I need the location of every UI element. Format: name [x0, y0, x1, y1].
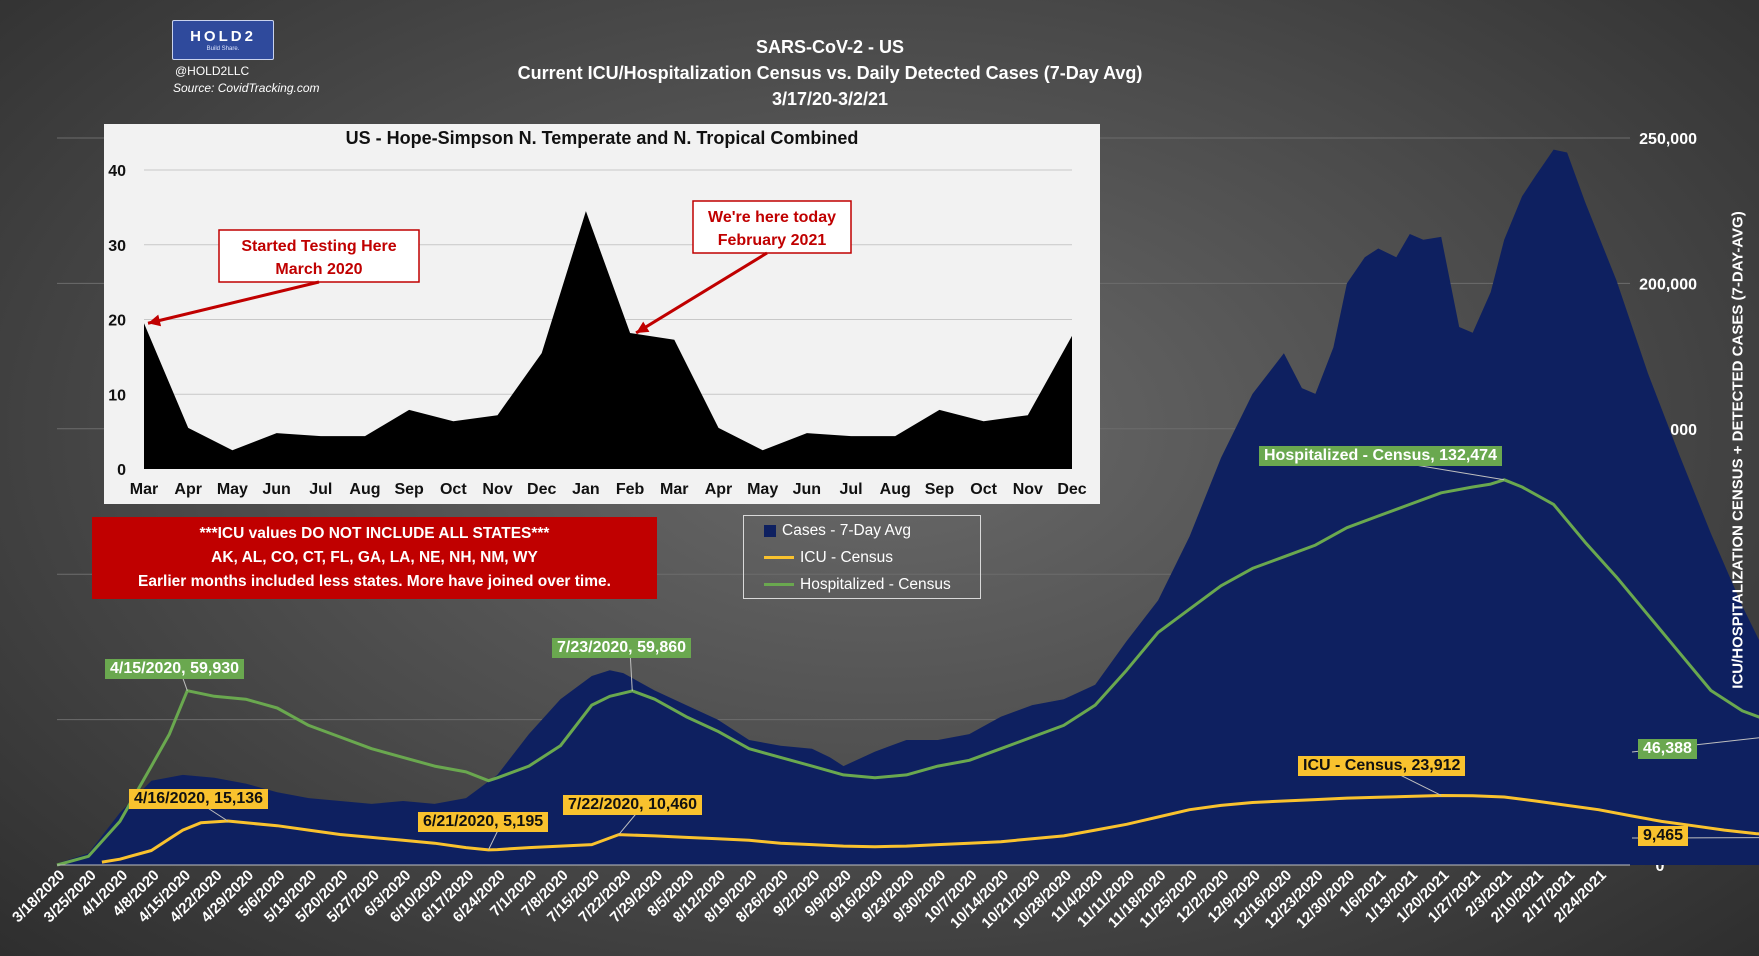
inset-chart: US - Hope-Simpson N. Temperate and N. Tr… [108, 128, 1087, 498]
legend-label-icu: ICU - Census [800, 548, 894, 566]
inset-x-tick-label: Feb [616, 481, 645, 498]
callout-hosp-apr: 4/15/2020, 59,930 [105, 659, 245, 679]
inset-x-tick-label: Mar [130, 481, 158, 498]
inset-annotation-line1: We're here today [708, 209, 836, 226]
y-tick-label: 200,000 [1639, 276, 1697, 293]
source-note: Source: CovidTracking.com [173, 81, 320, 95]
logo-text: HOLD2 [190, 28, 256, 45]
y-tick-label: 0 [1656, 858, 1665, 875]
inset-x-tick-label: Dec [1057, 481, 1086, 498]
inset-x-tick-label: Jan [572, 481, 600, 498]
callout-hosp-jul: 7/23/2020, 59,860 [552, 638, 692, 658]
series-line-icu [101, 794, 1759, 864]
callout-icu-peak: ICU - Census, 23,912 [1298, 756, 1466, 776]
callout-icu-jul: 7/22/2020, 10,460 [563, 795, 703, 815]
inset-x-tick-label: Jul [309, 481, 332, 498]
inset-annotation-box [692, 200, 852, 254]
inset-x-tick-label: Sep [394, 481, 424, 498]
x-tick-labels: 3/18/20203/25/20204/1/20204/8/20204/15/2… [9, 867, 1610, 932]
legend-label-cases: Cases - 7-Day Avg [782, 521, 911, 539]
title-line-2: Current ICU/Hospitalization Census vs. D… [517, 63, 1143, 83]
inset-annotation-arrow [147, 280, 320, 325]
inset-annotation-arrowhead [148, 314, 162, 327]
inset-y-tick-label: 20 [108, 313, 126, 330]
inset-x-tick-label: Oct [970, 481, 997, 498]
chart-title: SARS-CoV-2 - US Current ICU/Hospitalizat… [430, 34, 1230, 112]
right-axis-label: ICU/HOSPITALIZATION CENSUS + DETECTED CA… [1729, 211, 1747, 689]
inset-x-tick-label: Aug [349, 481, 380, 498]
callout-icu-jun: 6/21/2020, 5,195 [418, 812, 549, 832]
legend-label-hosp: Hospitalized - Census [800, 575, 951, 593]
series-area-cases [57, 149, 1759, 865]
legend-item-cases: Cases - 7-Day Avg [744, 517, 980, 544]
inset-y-tick-label: 0 [117, 462, 126, 479]
inset-annotation-arrowhead [636, 321, 650, 333]
inset-x-tick-label: Aug [880, 481, 911, 498]
legend-swatch-cases [764, 524, 776, 537]
icu-disclaimer: ***ICU values DO NOT INCLUDE ALL STATES*… [92, 517, 657, 599]
callout-icu-last: 9,465 [1638, 826, 1689, 846]
title-line-1: SARS-CoV-2 - US [755, 37, 905, 57]
inset-x-tick-label: Sep [925, 481, 955, 498]
twitter-handle: @HOLD2LLC [175, 64, 250, 78]
logo-tagline: Build Share. [206, 46, 240, 52]
inset-annotation-arrow [635, 251, 768, 335]
inset-x-tick-label: Jun [262, 481, 290, 498]
inset-annotation-line1: Started Testing Here [241, 238, 396, 255]
inset-x-tick-label: May [747, 481, 778, 498]
inset-x-tick-label: Apr [174, 481, 202, 498]
inset-x-tick-label: Nov [1013, 481, 1043, 498]
icu-note-line-1: ***ICU values DO NOT INCLUDE ALL STATES*… [199, 525, 550, 542]
inset-annotation-box [218, 229, 420, 283]
inset-x-tick-label: Nov [482, 481, 512, 498]
callout-hosp-last: 46,388 [1638, 739, 1697, 759]
inset-y-tick-label: 10 [108, 387, 126, 404]
title-line-3: 3/17/20-3/2/21 [771, 89, 889, 109]
callout-icu-apr: 4/16/2020, 15,136 [129, 789, 269, 809]
icu-note-line-2: AK, AL, CO, CT, FL, GA, LA, NE, NH, NM, … [211, 549, 538, 566]
legend-swatch-hosp [764, 583, 794, 586]
inset-y-tick-label: 30 [108, 238, 126, 255]
inset-annotation-line2: March 2020 [275, 261, 362, 278]
legend-item-icu: ICU - Census [744, 544, 980, 571]
legend-item-hosp: Hospitalized - Census [744, 571, 980, 598]
inset-chart-panel: US - Hope-Simpson N. Temperate and N. Tr… [104, 124, 1100, 504]
inset-x-tick-label: Jun [793, 481, 821, 498]
inset-x-tick-label: May [217, 481, 248, 498]
icu-note-line-3: Earlier months included less states. Mor… [138, 573, 611, 590]
inset-x-tick-label: Oct [440, 481, 467, 498]
chart-legend: Cases - 7-Day Avg ICU - Census Hospitali… [743, 515, 981, 599]
inset-annotation-line2: February 2021 [718, 232, 827, 249]
hold2-logo: HOLD2 Build Share. [172, 20, 274, 60]
inset-x-tick-label: Apr [705, 481, 733, 498]
inset-title: US - Hope-Simpson N. Temperate and N. Tr… [346, 128, 859, 148]
inset-x-tick-label: Jul [839, 481, 862, 498]
callout-hosp-peak: Hospitalized - Census, 132,474 [1259, 446, 1502, 466]
inset-area [144, 211, 1072, 469]
inset-x-tick-label: Dec [527, 481, 556, 498]
y-tick-label: 250,000 [1639, 131, 1697, 148]
series-line-hospitalized [56, 478, 1759, 867]
inset-x-tick-label: Mar [660, 481, 688, 498]
inset-y-tick-label: 40 [108, 163, 126, 180]
legend-swatch-icu [764, 556, 794, 559]
